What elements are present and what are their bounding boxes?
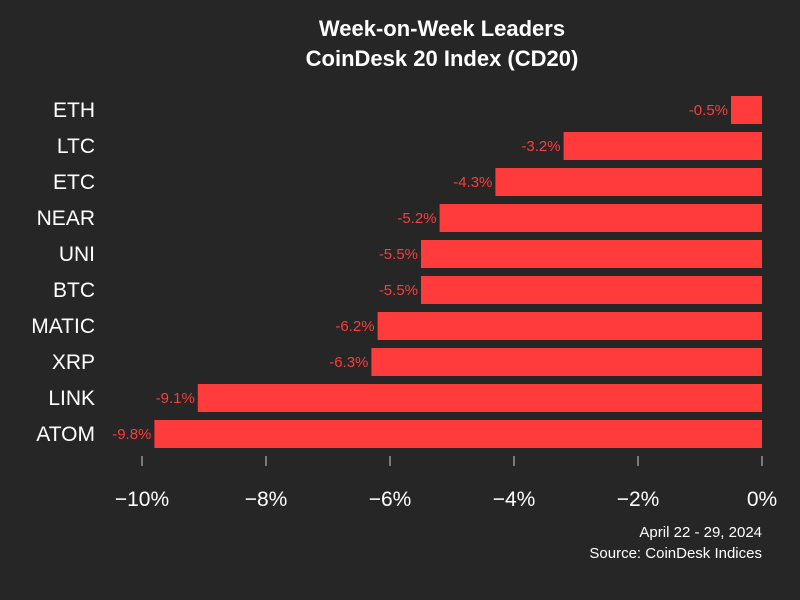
x-tick-label: −4% (493, 488, 536, 511)
data-label-near: -5.2% (397, 210, 436, 227)
category-label-etc: ETC (53, 171, 95, 194)
source-note: Source: CoinDesk Indices (589, 545, 762, 562)
data-label-xrp: -6.3% (329, 354, 368, 371)
data-label-etc: -4.3% (453, 174, 492, 191)
data-label-btc: -5.5% (379, 282, 418, 299)
bar-link (197, 384, 763, 412)
bar-xrp (371, 348, 762, 376)
x-tick-label: 0% (747, 488, 777, 511)
data-label-link: -9.1% (156, 390, 195, 407)
bar-ltc (563, 132, 762, 160)
category-label-atom: ATOM (36, 423, 95, 446)
data-label-matic: -6.2% (335, 318, 374, 335)
x-tick-label: −6% (369, 488, 412, 511)
bar-uni (421, 240, 762, 268)
chart-title: Week-on-Week Leaders (319, 16, 565, 41)
data-label-eth: -0.5% (689, 102, 728, 119)
chart-subtitle: CoinDesk 20 Index (CD20) (306, 46, 579, 71)
bar-matic (377, 312, 762, 340)
category-label-link: LINK (48, 387, 95, 410)
x-axis: −10% −8% −6% −4% −2% 0% (115, 456, 777, 511)
category-label-eth: ETH (53, 99, 95, 122)
bar-atom (154, 420, 762, 448)
category-label-uni: UNI (59, 243, 95, 266)
category-label-ltc: LTC (57, 135, 95, 158)
x-tick-label: −2% (617, 488, 660, 511)
date-range: April 22 - 29, 2024 (639, 524, 762, 541)
bar-near (439, 204, 762, 232)
bar-btc (421, 276, 762, 304)
bar-etc (495, 168, 762, 196)
x-tick-label: −8% (245, 488, 288, 511)
category-label-matic: MATIC (31, 315, 95, 338)
category-label-btc: BTC (53, 279, 95, 302)
data-label-uni: -5.5% (379, 246, 418, 263)
data-label-atom: -9.8% (112, 426, 151, 443)
category-label-near: NEAR (37, 207, 95, 230)
data-label-ltc: -3.2% (521, 138, 560, 155)
bars-group: ETH -0.5% LTC -3.2% ETC -4.3% NEAR -5.2% UNI -5.5… (31, 96, 763, 448)
x-tick-label: −10% (115, 488, 169, 511)
category-label-xrp: XRP (52, 351, 95, 374)
bar-eth (731, 96, 762, 124)
